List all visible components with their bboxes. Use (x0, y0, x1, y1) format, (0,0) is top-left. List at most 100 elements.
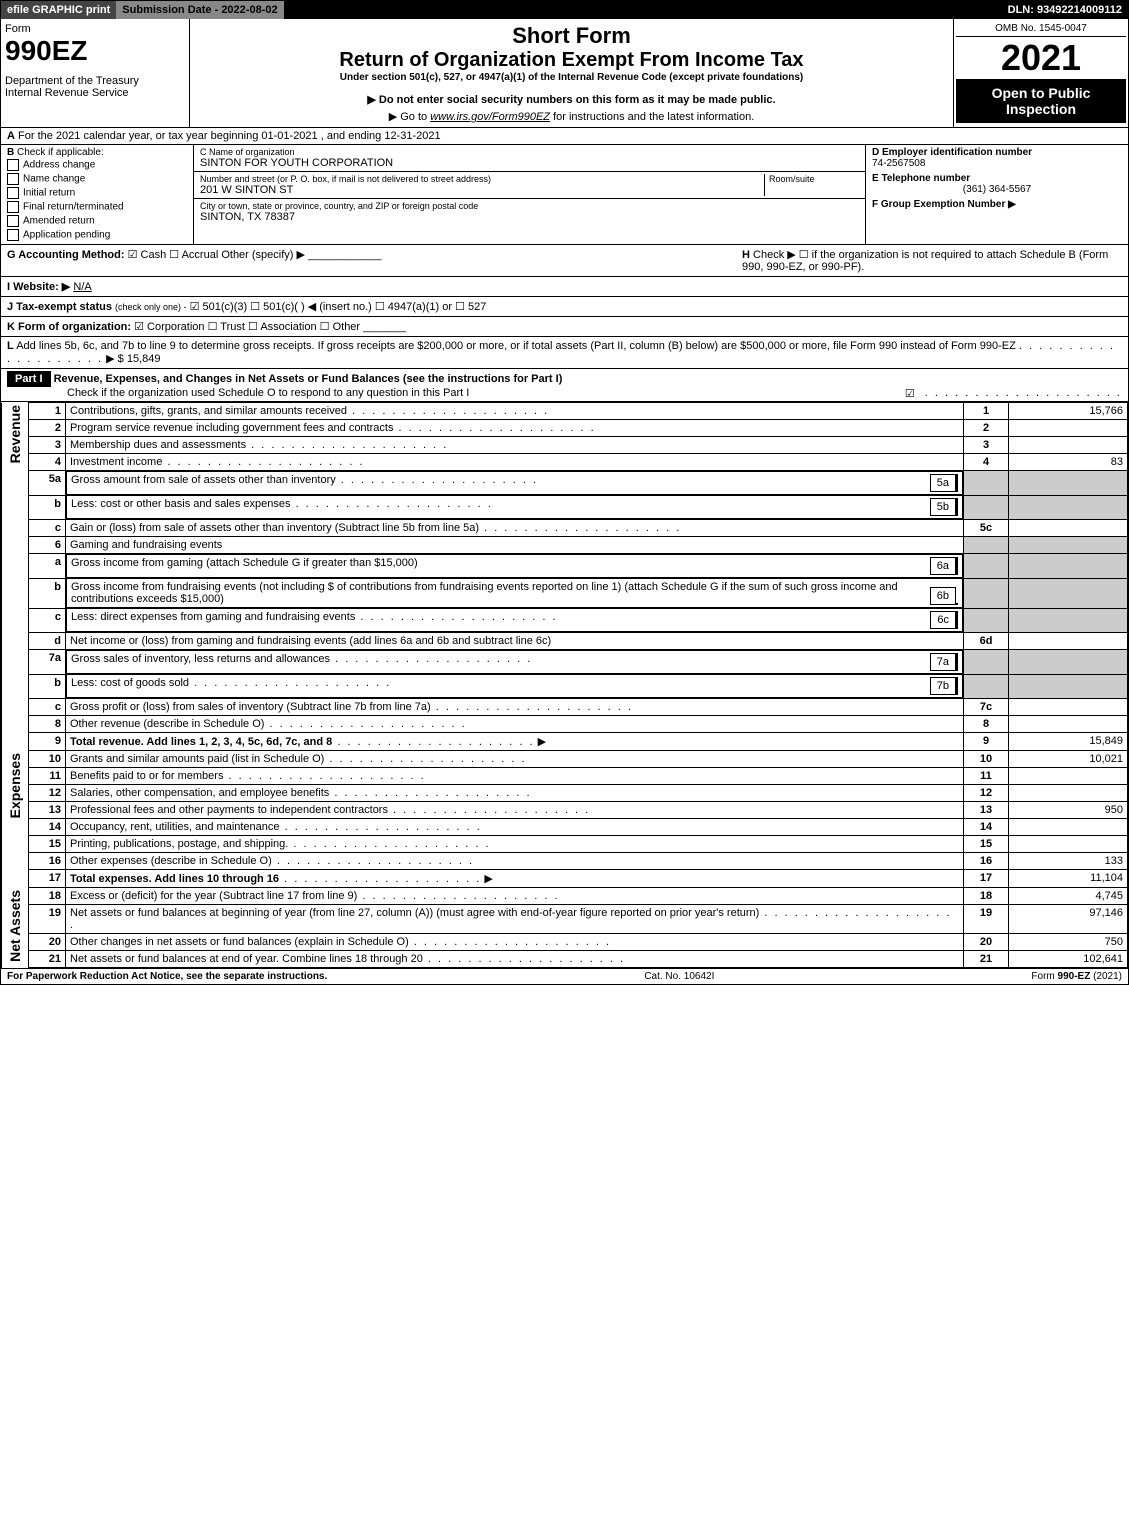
revenue-section-label: Revenue (7, 405, 23, 463)
line-8-num: 8 (29, 716, 66, 733)
efile-print-link[interactable]: efile GRAPHIC print (1, 1, 116, 19)
line-8-text: Other revenue (describe in Schedule O) (70, 718, 264, 730)
cb-cash-label: Cash (141, 249, 167, 261)
form-of-org-label: K Form of organization: (7, 321, 131, 333)
gross-receipts-text: Add lines 5b, 6c, and 7b to line 9 to de… (16, 340, 1016, 352)
line-10-val: 10,021 (1009, 751, 1128, 768)
line-6-val-shade (1009, 537, 1128, 554)
net-assets-section-label: Net Assets (7, 890, 23, 962)
line-15-rn: 15 (964, 836, 1009, 853)
cb-accrual[interactable]: ☐ Accrual (169, 249, 218, 261)
line-1-num: 1 (29, 403, 66, 420)
line-6-num: 6 (29, 537, 66, 554)
cb-name-change[interactable]: Name change (7, 172, 187, 186)
tax-exempt-label: J Tax-exempt status (7, 301, 112, 313)
line-11-val (1009, 768, 1128, 785)
cb-corporation[interactable]: ☑ Corporation (134, 321, 204, 333)
line-18-val: 4,745 (1009, 888, 1128, 905)
line-5c-num: c (29, 520, 66, 537)
top-bar: efile GRAPHIC print Submission Date - 20… (1, 1, 1128, 19)
line-3-rn: 3 (964, 437, 1009, 454)
line-6a-mid: 6a (930, 557, 956, 575)
ein-label: D Employer identification number (872, 147, 1122, 158)
line-16-rn: 16 (964, 853, 1009, 870)
line-18-text: Excess or (deficit) for the year (Subtra… (70, 890, 357, 902)
line-7a-val-shade (1009, 650, 1128, 675)
line-18-num: 18 (29, 888, 66, 905)
cb-other-method[interactable]: Other (specify) ▶ ____________ (221, 249, 381, 261)
line-6a-val-shade (1009, 554, 1128, 579)
paperwork-notice: For Paperwork Reduction Act Notice, see … (7, 971, 327, 982)
cb-trust[interactable]: ☐ Trust (208, 321, 245, 333)
line-7c-rn: 7c (964, 699, 1009, 716)
cat-number: Cat. No. 10642I (644, 971, 714, 982)
line-8-val (1009, 716, 1128, 733)
line-17-rn: 17 (964, 870, 1009, 888)
line-20-text: Other changes in net assets or fund bala… (70, 936, 409, 948)
section-g-h: H Check ▶ ☐ if the organization is not r… (1, 245, 1128, 277)
line-6d-num: d (29, 633, 66, 650)
line-5a-val-shade (1009, 471, 1128, 496)
cb-application-pending[interactable]: Application pending (7, 228, 187, 242)
line-5c-val (1009, 520, 1128, 537)
line-4-num: 4 (29, 454, 66, 471)
section-k-form-of-org: K Form of organization: ☑ Corporation ☐ … (1, 317, 1128, 337)
line-21-rn: 21 (964, 951, 1009, 968)
line-3-num: 3 (29, 437, 66, 454)
open-public-inspection: Open to Public Inspection (956, 79, 1126, 123)
line-5b-midval (956, 498, 958, 516)
line-4-text: Investment income (70, 456, 162, 468)
schedule-o-text: Check if the organization used Schedule … (67, 387, 469, 399)
line-20-rn: 20 (964, 934, 1009, 951)
line-3-text: Membership dues and assessments (70, 439, 246, 451)
line-16-num: 16 (29, 853, 66, 870)
line-15-text: Printing, publications, postage, and shi… (70, 838, 288, 850)
line-7c-val (1009, 699, 1128, 716)
line-1-text: Contributions, gifts, grants, and simila… (70, 405, 347, 417)
dept-treasury: Department of the Treasury (5, 75, 185, 87)
cb-address-change[interactable]: Address change (7, 158, 187, 172)
line-5c-rn: 5c (964, 520, 1009, 537)
line-13-num: 13 (29, 802, 66, 819)
schedule-b-text: Check ▶ ☐ if the organization is not req… (742, 249, 1108, 273)
line-16-val: 133 (1009, 853, 1128, 870)
line-6-rn-shade (964, 537, 1009, 554)
line-1-rn: 1 (964, 403, 1009, 420)
part-1-header-row: Part I Revenue, Expenses, and Changes in… (1, 369, 1128, 402)
line-17-val: 11,104 (1009, 870, 1128, 888)
org-street-label: Number and street (or P. O. box, if mail… (200, 174, 764, 184)
line-6c-mid: 6c (930, 611, 956, 629)
line-10-num: 10 (29, 751, 66, 768)
schedule-o-checkbox[interactable]: ☑ (905, 387, 915, 400)
line-5b-val-shade (1009, 495, 1128, 520)
line-6d-val (1009, 633, 1128, 650)
line-5a-rn-shade (964, 471, 1009, 496)
tax-year-text: For the 2021 calendar year, or tax year … (18, 130, 441, 142)
label-l: L (7, 340, 14, 352)
cb-cash[interactable]: ☑ Cash (128, 249, 167, 261)
telephone-label: E Telephone number (872, 173, 1122, 184)
line-21-num: 21 (29, 951, 66, 968)
line-7b-mid: 7b (930, 677, 956, 695)
cb-application-pending-label: Application pending (23, 230, 110, 241)
line-11-text: Benefits paid to or for members (70, 770, 223, 782)
ein-value: 74-2567508 (872, 158, 1122, 169)
line-21-val: 102,641 (1009, 951, 1128, 968)
tax-exempt-hint: (check only one) - (115, 302, 187, 312)
line-11-rn: 11 (964, 768, 1009, 785)
cb-final-return[interactable]: Final return/terminated (7, 200, 187, 214)
line-9-num: 9 (29, 733, 66, 751)
line-6a-midval (956, 557, 958, 575)
cb-amended-return[interactable]: Amended return (7, 214, 187, 228)
label-b: B (7, 147, 14, 158)
cb-association[interactable]: ☐ Association (248, 321, 317, 333)
cb-other-org[interactable]: ☐ Other _______ (320, 321, 406, 333)
line-7c-num: c (29, 699, 66, 716)
line-19-val: 97,146 (1009, 905, 1128, 934)
line-5b-text: Less: cost or other basis and sales expe… (71, 498, 291, 510)
org-info-block: B Check if applicable: Address change Na… (1, 145, 1128, 245)
cb-initial-return[interactable]: Initial return (7, 186, 187, 200)
cb-name-change-label: Name change (23, 174, 85, 185)
irs-gov-link[interactable]: www.irs.gov/Form990EZ (430, 111, 550, 123)
under-section-text: Under section 501(c), 527, or 4947(a)(1)… (194, 72, 949, 83)
